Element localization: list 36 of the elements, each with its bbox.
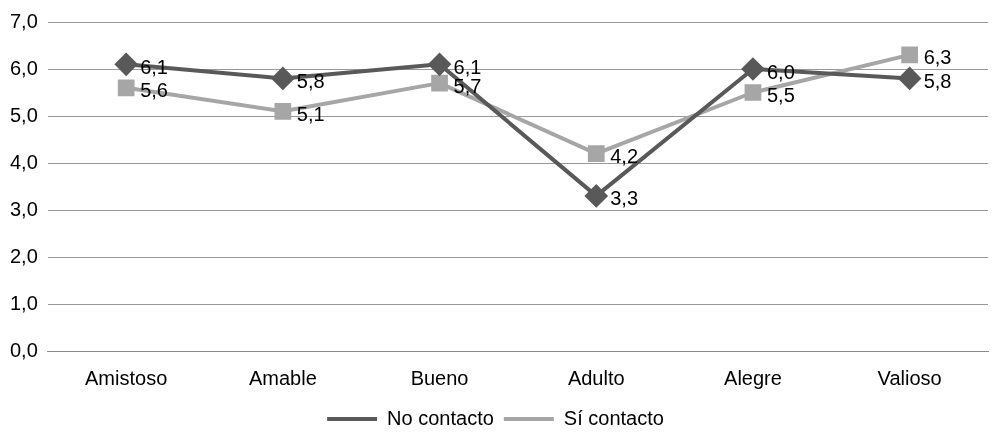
data-label: 6,1: [453, 55, 482, 78]
point: [274, 102, 292, 120]
x-tick-label: Alegre: [724, 366, 782, 389]
point: [428, 53, 451, 76]
y-tick-label: 5,0: [9, 103, 38, 126]
data-label: 5,8: [923, 69, 952, 92]
x-tick-label: Valioso: [877, 366, 942, 389]
y-tick-label: 2,0: [9, 244, 38, 267]
legend-label: No contacto: [387, 406, 494, 429]
data-label: 5,5: [766, 84, 795, 107]
x-tick-label: Adulto: [567, 366, 625, 389]
y-tick-label: 4,0: [9, 150, 38, 173]
y-tick-label: 6,0: [9, 56, 38, 79]
point: [585, 184, 608, 207]
data-label: 4,2: [610, 145, 639, 168]
x-tick-label: Amistoso: [85, 366, 168, 389]
point: [431, 74, 448, 92]
x-tick-label: Bueno: [410, 366, 469, 389]
y-tick-label: 3,0: [9, 197, 38, 220]
data-label: 5,1: [296, 102, 325, 125]
y-tick-label: 1,0: [9, 291, 38, 314]
point: [741, 58, 764, 80]
point: [271, 67, 294, 90]
point: [117, 79, 135, 97]
data-label: 3,3: [610, 187, 639, 210]
legend-label: Sí contacto: [563, 406, 664, 429]
point: [901, 46, 919, 64]
point: [115, 53, 138, 76]
data-label: 5,6: [140, 79, 168, 102]
x-tick-label: Amable: [248, 366, 317, 389]
y-tick-label: 0,0: [9, 338, 38, 361]
y-tick-label: 7,0: [9, 9, 38, 32]
point: [898, 67, 921, 90]
data-label: 6,3: [923, 46, 952, 69]
point: [587, 145, 605, 162]
point: [744, 84, 762, 101]
